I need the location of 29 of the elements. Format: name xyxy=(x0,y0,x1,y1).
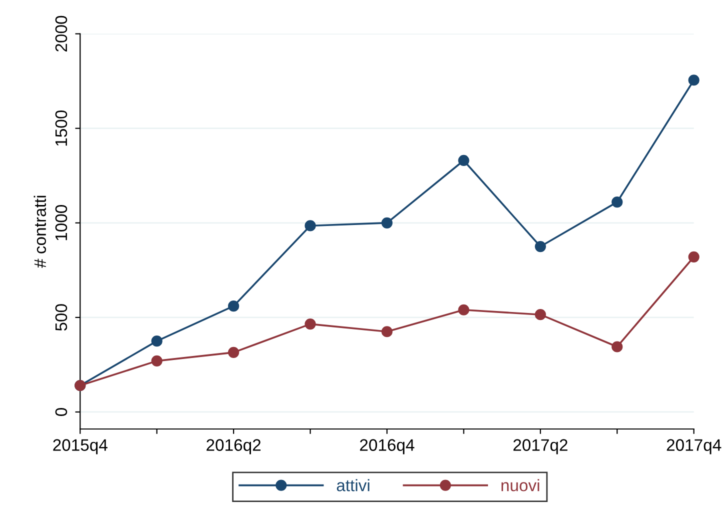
text: attivi xyxy=(336,479,370,492)
point xyxy=(381,217,393,228)
point xyxy=(688,251,700,262)
point xyxy=(688,74,700,86)
point xyxy=(534,309,546,320)
point xyxy=(151,355,162,366)
y-tick-label: 500 xyxy=(55,304,68,331)
y-axis-title: # contratti xyxy=(34,196,46,268)
x-tick-label: 2015q4 xyxy=(53,439,108,454)
y-tick-label: 1000 xyxy=(55,205,68,240)
point xyxy=(304,220,316,232)
point xyxy=(228,300,240,312)
y-tick-label: 1500 xyxy=(55,110,68,146)
x-tick-label: 2017q4 xyxy=(666,439,722,454)
point xyxy=(304,318,316,330)
point xyxy=(612,341,623,352)
x-tick-label: 2017q2 xyxy=(513,439,568,454)
point xyxy=(381,326,393,338)
point xyxy=(151,336,162,347)
point xyxy=(534,240,546,252)
x-tick-label: 2016q4 xyxy=(360,439,414,454)
y-tick-label: 2000 xyxy=(55,16,68,52)
point xyxy=(612,196,623,208)
point xyxy=(228,346,240,358)
x-tick-label: 2016q2 xyxy=(206,439,261,454)
point xyxy=(458,154,470,166)
text: nuovi xyxy=(502,479,540,492)
point xyxy=(458,304,470,316)
y-tick-label: 0 xyxy=(55,408,68,416)
